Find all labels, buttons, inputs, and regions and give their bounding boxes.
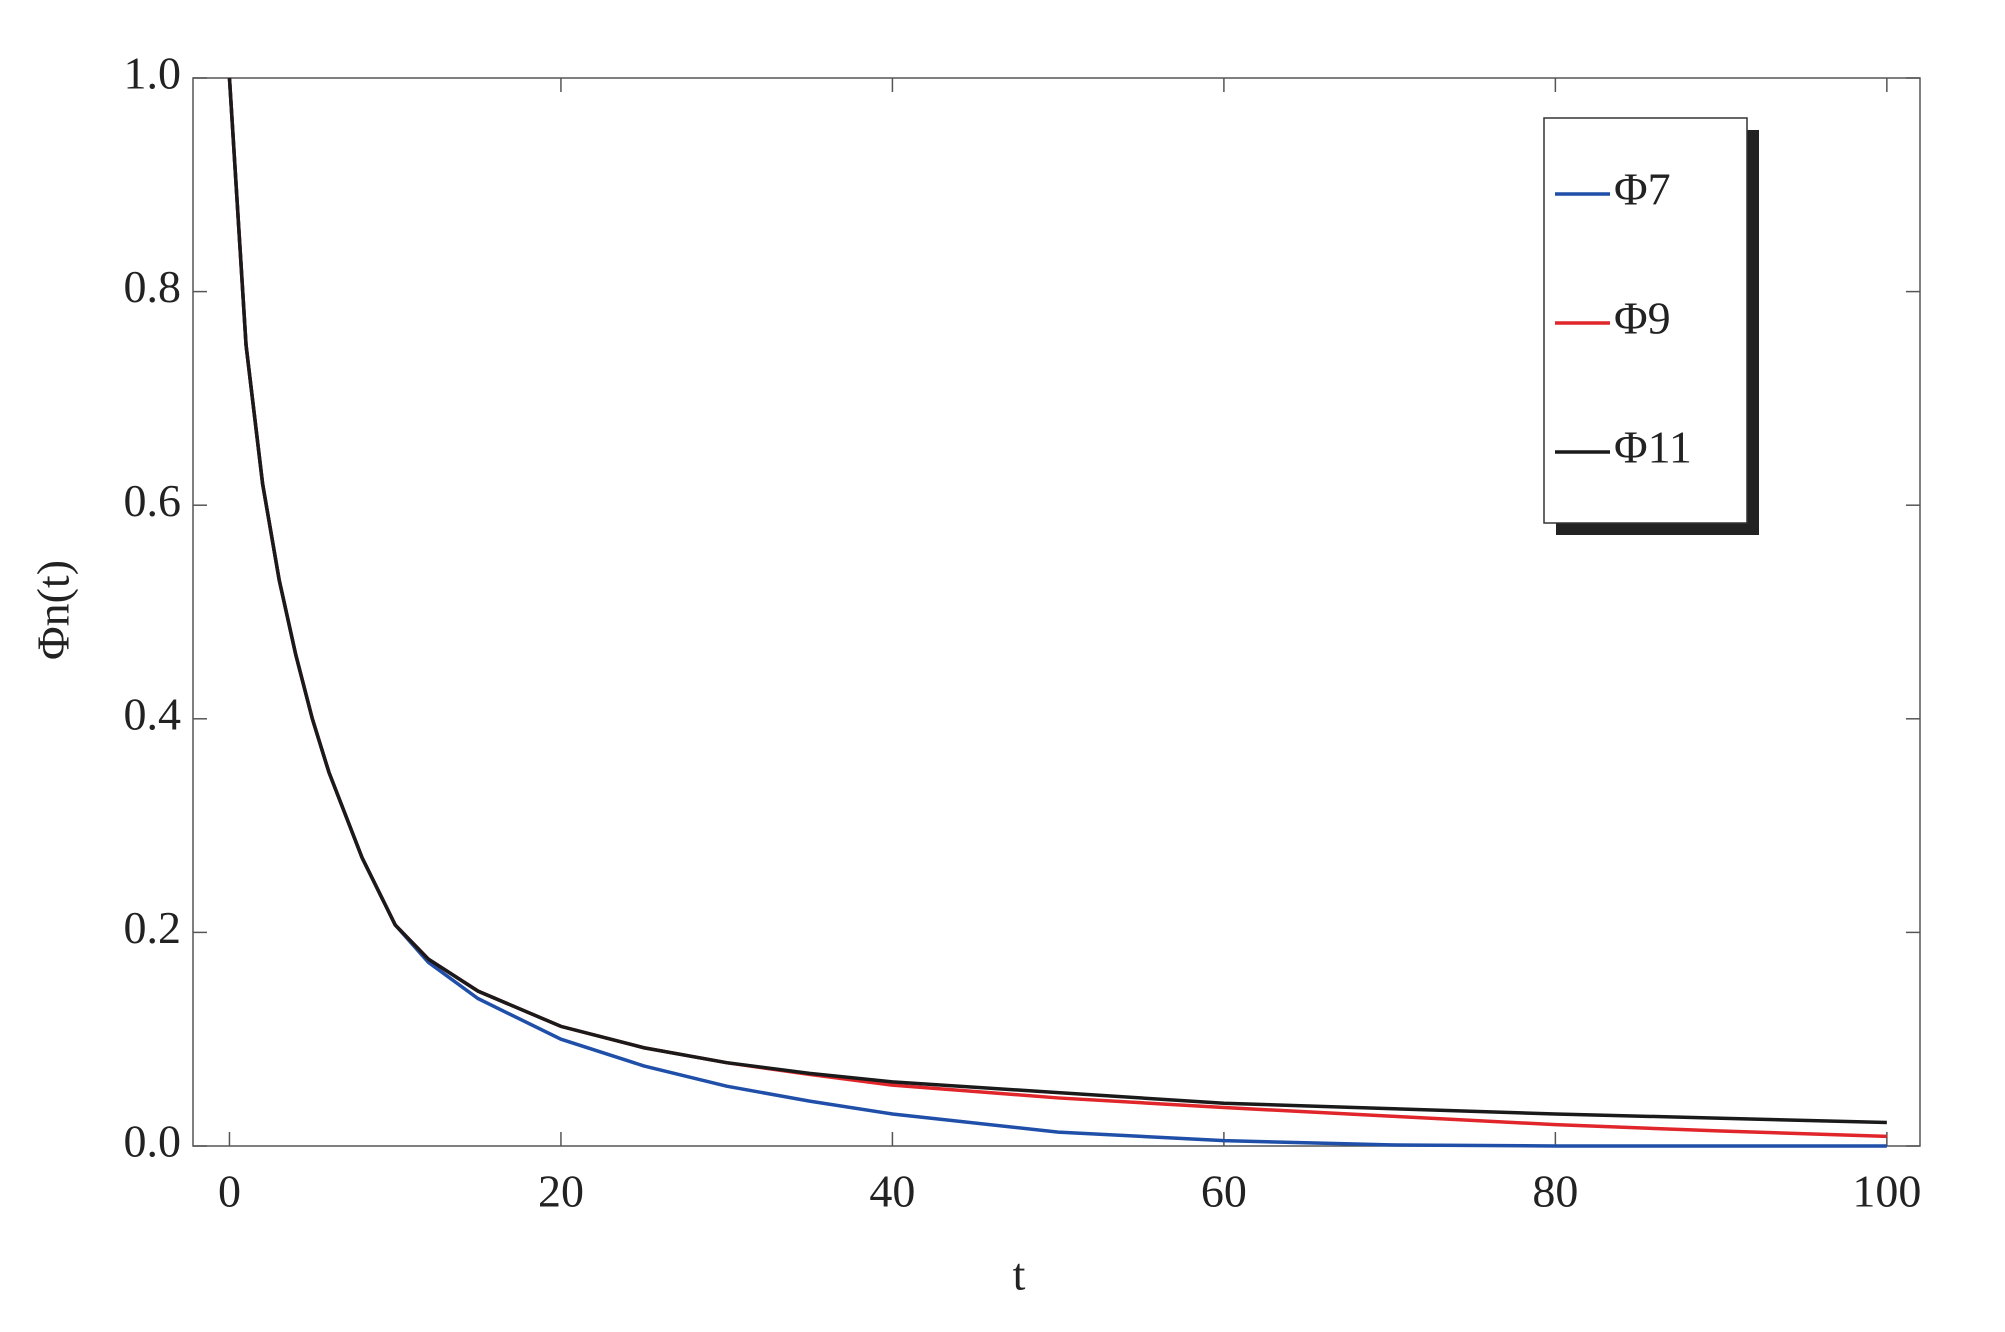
x-tick-label: 0 xyxy=(218,1166,241,1217)
series-line xyxy=(227,77,1887,1125)
x-tick-label: 20 xyxy=(538,1166,584,1217)
x-tick-label: 60 xyxy=(1201,1166,1247,1217)
y-tick-label: 0.6 xyxy=(124,475,182,526)
legend-label: Φ9 xyxy=(1614,293,1671,344)
x-axis-label: t xyxy=(1013,1249,1026,1300)
x-tick-label: 80 xyxy=(1532,1166,1578,1217)
legend-label: Φ7 xyxy=(1614,164,1671,215)
x-tick-label: 100 xyxy=(1852,1166,1921,1217)
y-tick-label: 0.0 xyxy=(124,1116,182,1167)
y-tick-label: 0.2 xyxy=(124,902,182,953)
y-tick-label: 0.8 xyxy=(124,261,182,312)
x-tick-label: 40 xyxy=(869,1166,915,1217)
legend-label: Φ11 xyxy=(1614,422,1692,473)
y-tick-label: 0.4 xyxy=(124,688,182,739)
plot-frame xyxy=(192,77,1921,1147)
legend-box xyxy=(1543,117,1748,524)
y-tick-label: 1.0 xyxy=(124,48,182,99)
y-axis-label: Φn(t) xyxy=(28,560,79,660)
